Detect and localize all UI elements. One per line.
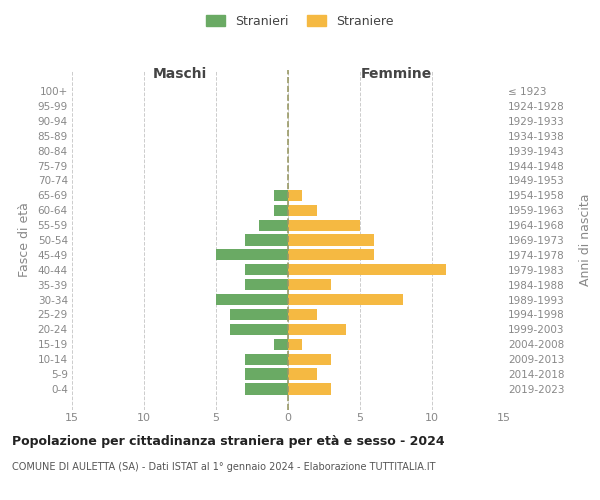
Bar [245, 234, 288, 246]
Bar [245, 354, 288, 365]
Bar [288, 324, 346, 335]
Bar [288, 279, 331, 290]
Bar [288, 294, 403, 305]
Y-axis label: Fasce di età: Fasce di età [17, 202, 31, 278]
Bar [245, 368, 288, 380]
Y-axis label: Anni di nascita: Anni di nascita [579, 194, 592, 286]
Bar [288, 220, 360, 230]
Bar [288, 190, 302, 201]
Text: Maschi: Maschi [153, 66, 207, 80]
Bar [230, 324, 288, 335]
Bar [245, 384, 288, 394]
Bar [230, 309, 288, 320]
Bar [288, 234, 374, 246]
Bar [288, 309, 317, 320]
Bar [274, 190, 288, 201]
Bar [288, 368, 317, 380]
Text: Popolazione per cittadinanza straniera per età e sesso - 2024: Popolazione per cittadinanza straniera p… [12, 435, 445, 448]
Bar [288, 354, 331, 365]
Bar [274, 204, 288, 216]
Bar [288, 338, 302, 350]
Bar [274, 338, 288, 350]
Bar [245, 279, 288, 290]
Bar [216, 294, 288, 305]
Bar [288, 204, 317, 216]
Bar [288, 264, 446, 276]
Bar [288, 384, 331, 394]
Bar [216, 250, 288, 260]
Bar [288, 250, 374, 260]
Bar [245, 264, 288, 276]
Bar [259, 220, 288, 230]
Text: COMUNE DI AULETTA (SA) - Dati ISTAT al 1° gennaio 2024 - Elaborazione TUTTITALIA: COMUNE DI AULETTA (SA) - Dati ISTAT al 1… [12, 462, 436, 472]
Legend: Stranieri, Straniere: Stranieri, Straniere [203, 11, 397, 32]
Text: Femmine: Femmine [361, 66, 431, 80]
